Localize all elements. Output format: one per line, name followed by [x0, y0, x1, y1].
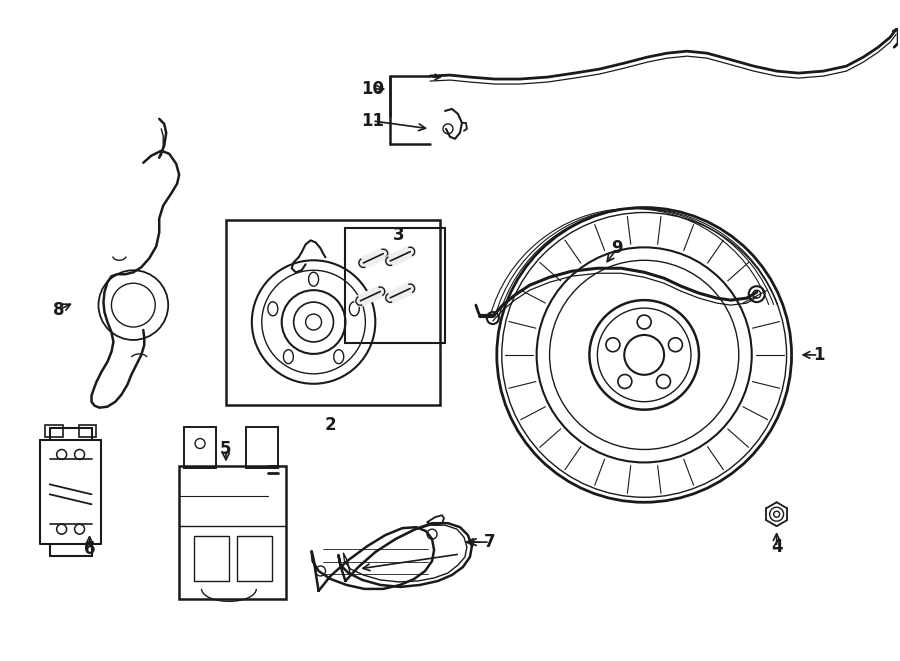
Text: 2: 2	[325, 416, 337, 434]
Text: 4: 4	[770, 538, 782, 556]
Text: 8: 8	[53, 301, 65, 319]
Text: 6: 6	[84, 540, 95, 558]
Text: 7: 7	[484, 533, 496, 551]
Bar	[78, 424, 96, 436]
Text: 3: 3	[392, 227, 404, 245]
Bar	[194, 536, 229, 581]
Bar	[246, 426, 278, 469]
Text: 10: 10	[361, 80, 383, 98]
Text: 11: 11	[361, 112, 383, 130]
Bar	[184, 426, 216, 469]
Text: 9: 9	[611, 239, 623, 257]
Bar	[45, 424, 63, 436]
Bar	[237, 536, 272, 581]
Bar	[346, 229, 445, 343]
Text: 1: 1	[813, 346, 824, 364]
Bar	[226, 221, 440, 405]
Text: 5: 5	[220, 440, 231, 459]
Bar	[179, 467, 285, 599]
